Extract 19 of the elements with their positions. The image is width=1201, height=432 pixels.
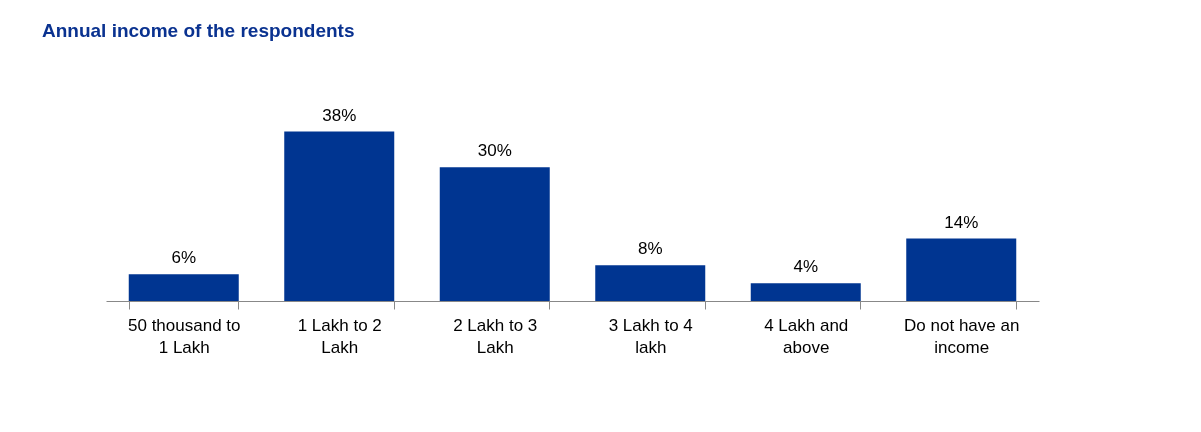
x-tick-label: 2 Lakh to 3 Lakh: [453, 315, 538, 357]
chart-title: Annual income of the respondents: [42, 20, 355, 41]
x-tick-label: 4 Lakh and above: [764, 315, 849, 357]
x-tick-label: 1 Lakh to 2 Lakh: [297, 315, 382, 357]
data-label: 30%: [477, 141, 512, 161]
data-label: 38%: [322, 105, 357, 125]
bar: [595, 265, 706, 301]
bar: [284, 131, 395, 301]
bar: [439, 167, 550, 301]
data-label: 4%: [793, 257, 819, 277]
bar: [750, 283, 861, 301]
data-label: 8%: [637, 239, 663, 259]
bar: [906, 238, 1017, 301]
data-label: 14%: [944, 212, 979, 232]
data-label: 6%: [171, 248, 197, 268]
x-tick-label: 50 thousand to 1 Lakh: [128, 315, 241, 357]
x-tick-label: Do not have an income: [904, 315, 1020, 357]
bar: [128, 274, 239, 301]
x-tick-label: 3 Lakh to 4 lakh: [608, 315, 693, 357]
